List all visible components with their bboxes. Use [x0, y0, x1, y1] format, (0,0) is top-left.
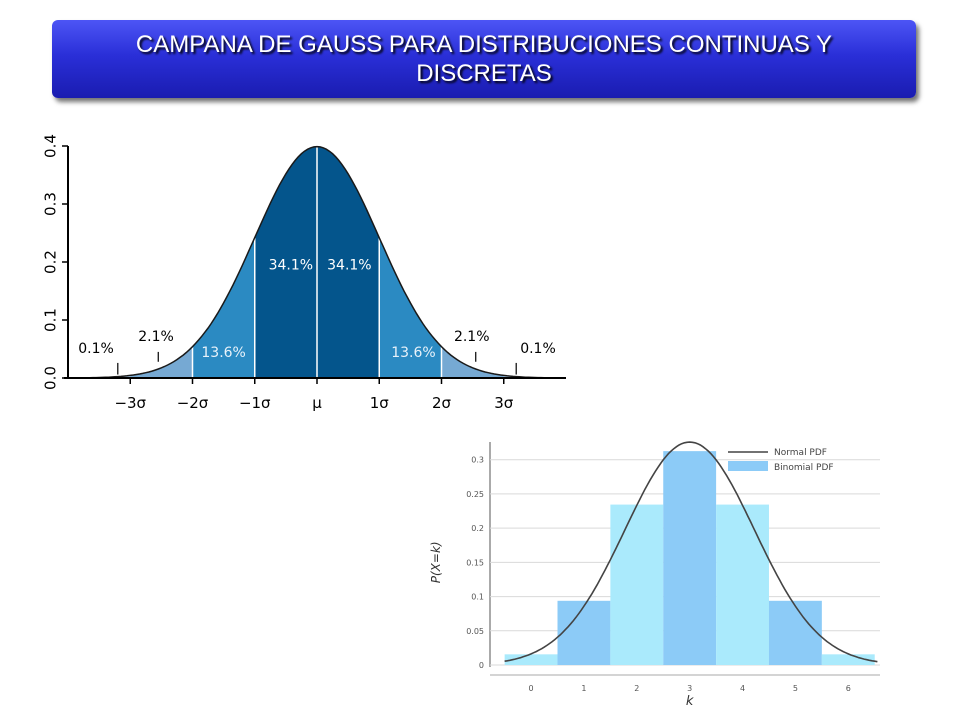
region-percent-label: 2.1% — [138, 329, 174, 345]
y-tick-label: 0 — [479, 661, 484, 670]
y-tick-label: 0.2 — [41, 250, 59, 274]
x-tick-label: 3 — [687, 684, 692, 693]
y-tick-label: 0.05 — [466, 627, 484, 636]
y-tick-label: 0.3 — [41, 192, 59, 216]
binomial-bar — [504, 654, 558, 665]
tail-percent-label: 0.1% — [520, 341, 556, 357]
binomial-bar — [610, 504, 664, 665]
x-tick-label: 2 — [634, 684, 639, 693]
y-tick-label: 0.1 — [471, 593, 484, 602]
legend-label-binomial: Binomial PDF — [774, 463, 834, 473]
region-percent-label: 34.1% — [327, 258, 371, 274]
slide-title: CAMPANA DE GAUSS PARA DISTRIBUCIONES CON… — [135, 31, 833, 87]
binomial-distribution-chart: 0 0.05 0.1 0.15 0.2 0.25 0.3 0 1 2 3 4 5 6 k P(X=k) Norm… — [429, 441, 880, 709]
binomial-bar — [663, 451, 717, 665]
x-tick-label: 4 — [740, 684, 745, 693]
x-tick-label: 1σ — [370, 394, 390, 412]
region-percent-label: 13.6% — [391, 345, 435, 361]
normal-curve — [68, 145, 566, 379]
x-tick-label: −3σ — [114, 394, 146, 412]
x-tick-label: 6 — [846, 684, 851, 693]
y-tick-label: 0.25 — [466, 490, 484, 499]
x-tick-label: −2σ — [177, 394, 209, 412]
binomial-bar — [557, 600, 611, 665]
region-percent-label: 13.6% — [201, 345, 245, 361]
legend-label-normal: Normal PDF — [774, 448, 827, 458]
binomial-bar — [821, 654, 875, 665]
y-tick-label: 0.3 — [471, 456, 484, 465]
x-tick-label: 1 — [581, 684, 586, 693]
x-tick-label: μ — [312, 394, 322, 412]
area-region-6 — [441, 346, 504, 378]
x-tick-label: 3σ — [494, 394, 514, 412]
x-tick-label: −1σ — [239, 394, 271, 412]
region-percent-label: 2.1% — [454, 329, 490, 345]
x-axis-label: k — [686, 694, 694, 709]
binomial-bar — [768, 600, 822, 665]
normal-pdf-curve — [504, 441, 878, 663]
y-tick-label: 0.0 — [41, 366, 59, 390]
x-tick-label: 5 — [793, 684, 798, 693]
binomial-bar — [716, 504, 769, 665]
title-banner: CAMPANA DE GAUSS PARA DISTRIBUCIONES CON… — [52, 20, 916, 98]
x-tick-label: 2σ — [432, 394, 452, 412]
legend-swatch-binomial — [728, 461, 768, 471]
y-tick-label: 0.2 — [471, 524, 484, 533]
y-tick-label: 0.4 — [41, 134, 59, 158]
area-region-1 — [130, 346, 193, 378]
tail-percent-label: 0.1% — [78, 341, 114, 357]
y-tick-label: 0.1 — [41, 308, 59, 332]
normal-distribution-chart: 0.0 0.1 0.2 0.3 0.4 −3σ −2σ −1σ μ 1σ 2σ 3σ 2.1% 13.6%… — [41, 134, 566, 412]
region-percent-label: 34.1% — [269, 258, 313, 274]
y-axis-label: P(X=k) — [429, 541, 443, 583]
x-tick-label: 0 — [529, 684, 534, 693]
y-tick-label: 0.15 — [466, 558, 484, 567]
